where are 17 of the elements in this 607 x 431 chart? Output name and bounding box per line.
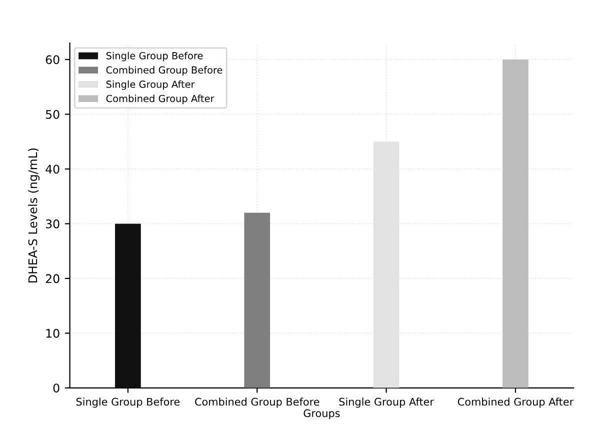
y-tick-label: 10 xyxy=(46,328,60,338)
x-tick-label: Combined Group Before xyxy=(195,398,320,408)
y-tick-label: 50 xyxy=(46,110,60,119)
y-tick-label: 20 xyxy=(46,274,60,284)
legend-label: Single Group Before xyxy=(106,52,203,62)
y-tick-label: 0 xyxy=(53,384,60,393)
y-tick-label: 60 xyxy=(46,55,60,64)
y-tick-label: 40 xyxy=(46,164,60,174)
x-axis-title: Groups xyxy=(304,409,340,420)
x-tick-label: Single Group Before xyxy=(76,398,180,408)
legend-label: Single Group After xyxy=(106,80,195,90)
legend-label: Combined Group Before xyxy=(106,66,222,76)
x-tick-label: Single Group After xyxy=(339,398,434,408)
x-tick-label: Combined Group After xyxy=(458,398,574,408)
y-axis-title: DHEA-S Levels (ng/mL) xyxy=(28,148,40,282)
legend-label: Combined Group After xyxy=(106,94,214,104)
y-tick-label: 30 xyxy=(46,219,60,228)
